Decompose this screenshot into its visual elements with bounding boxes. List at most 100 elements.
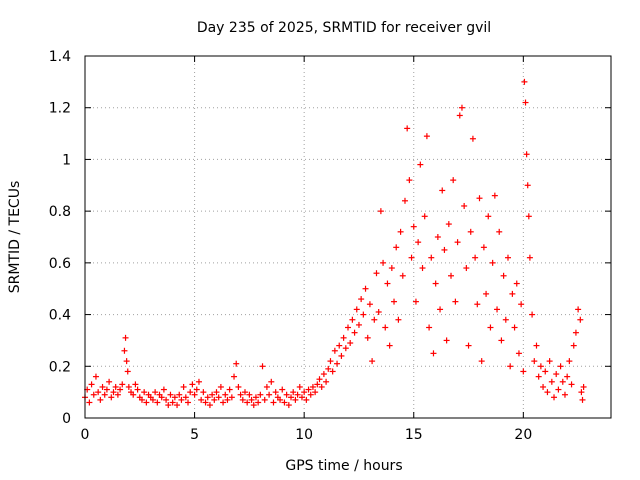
data-point	[557, 363, 564, 370]
data-point	[461, 202, 468, 209]
data-point	[88, 381, 95, 388]
data-point	[397, 228, 404, 235]
data-point	[575, 306, 582, 313]
data-point	[92, 373, 99, 380]
data-point	[353, 306, 360, 313]
data-point	[204, 394, 211, 401]
data-point	[399, 272, 406, 279]
data-point	[266, 391, 273, 398]
data-point	[277, 396, 284, 403]
data-point	[312, 389, 319, 396]
data-point	[336, 342, 343, 349]
data-point	[551, 394, 558, 401]
data-point	[169, 399, 176, 406]
data-point	[180, 383, 187, 390]
data-point	[334, 360, 341, 367]
data-point	[415, 239, 422, 246]
data-point	[206, 402, 213, 409]
data-point	[198, 396, 205, 403]
data-point	[515, 350, 522, 357]
data-point	[465, 342, 472, 349]
grid	[85, 56, 611, 418]
data-point	[434, 234, 441, 240]
data-point	[211, 396, 218, 403]
data-point	[520, 368, 527, 375]
data-point	[360, 311, 367, 318]
data-point	[228, 394, 235, 401]
data-point	[250, 402, 257, 409]
data-point	[296, 383, 303, 390]
data-point	[255, 399, 262, 406]
data-point	[320, 371, 327, 378]
data-point	[478, 358, 485, 365]
data-point	[458, 104, 465, 111]
data-point	[323, 378, 330, 385]
data-point	[553, 371, 560, 378]
y-tick-label: 0.6	[49, 256, 71, 272]
data-point	[307, 391, 314, 398]
data-point	[149, 396, 156, 403]
y-tick-label: 1.4	[49, 49, 71, 65]
data-point	[318, 383, 325, 390]
data-point	[469, 135, 476, 142]
data-point	[521, 78, 528, 85]
data-point	[252, 394, 259, 401]
data-point	[123, 358, 130, 365]
data-point	[268, 378, 275, 385]
data-point	[423, 133, 430, 140]
data-point	[90, 391, 97, 398]
data-point	[504, 254, 511, 261]
data-point	[241, 389, 248, 396]
x-tick-label: 20	[514, 427, 532, 443]
data-point	[86, 399, 93, 406]
data-point	[540, 383, 547, 390]
data-point	[316, 376, 323, 383]
data-point	[303, 396, 310, 403]
data-point	[386, 342, 393, 349]
data-point	[393, 244, 400, 251]
data-point	[209, 391, 216, 398]
data-point	[531, 358, 538, 365]
data-point	[366, 301, 373, 308]
data-point	[364, 334, 371, 341]
plot-frame	[84, 55, 612, 419]
x-tick-label: 10	[295, 427, 313, 443]
data-point	[443, 337, 450, 344]
data-point	[524, 182, 531, 189]
data-point	[309, 383, 316, 390]
axes: 0 5 10 15 20 0 0.2 0.4 0.6 0.8 1 1.2 1.4	[49, 49, 611, 443]
data-point	[463, 265, 470, 272]
data-point	[257, 391, 264, 398]
data-point	[301, 389, 308, 396]
data-point	[566, 358, 573, 365]
data-point	[119, 381, 126, 388]
data-point	[410, 223, 417, 230]
data-point	[121, 347, 128, 354]
data-point	[544, 389, 551, 396]
data-point	[408, 254, 415, 261]
data-point	[456, 112, 463, 119]
y-tick-label: 0.8	[49, 204, 71, 220]
data-point	[246, 391, 253, 398]
data-point	[401, 197, 408, 204]
data-point	[494, 306, 501, 313]
data-point	[235, 383, 242, 390]
data-point	[533, 342, 540, 349]
data-point	[288, 394, 295, 401]
data-point	[331, 347, 338, 354]
data-point	[349, 316, 356, 323]
data-point	[347, 340, 354, 347]
data-point	[448, 272, 455, 279]
data-point	[231, 373, 238, 380]
data-point	[124, 368, 131, 375]
data-point	[125, 383, 132, 390]
data-point	[215, 394, 222, 401]
data-point	[163, 396, 170, 403]
data-point	[182, 394, 189, 401]
data-point	[106, 378, 113, 385]
data-point	[380, 259, 387, 266]
data-point	[507, 363, 514, 370]
data-point	[518, 301, 525, 308]
data-point	[285, 402, 292, 409]
